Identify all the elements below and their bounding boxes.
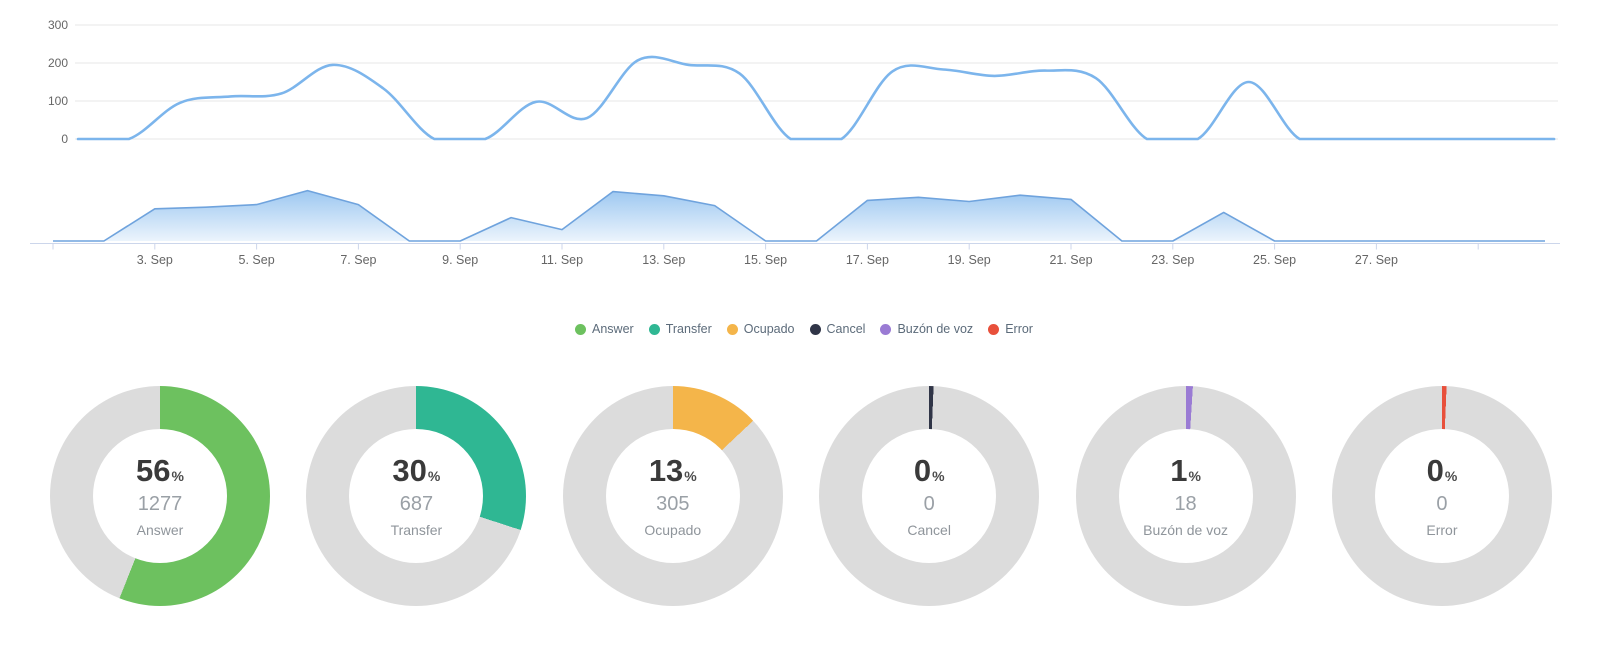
error-count: 0 [1436, 493, 1448, 515]
svg-text:300: 300 [48, 18, 68, 32]
cancel-count: 0 [923, 493, 935, 515]
svg-text:5. Sep: 5. Sep [239, 253, 275, 267]
svg-text:17. Sep: 17. Sep [846, 253, 889, 267]
donut-center-transfer: 30% 687 Transfer [349, 429, 484, 563]
percent-sign: % [684, 468, 697, 484]
buzon-de-voz-count: 18 [1174, 493, 1197, 515]
transfer-label: Transfer [390, 522, 443, 538]
donut-cancel: 0% 0 Cancel [819, 386, 1040, 606]
donut-transfer: 30% 687 Transfer [306, 386, 527, 606]
percent-sign: % [1444, 468, 1458, 484]
svg-text:7. Sep: 7. Sep [340, 253, 376, 267]
x-axis-ticks [52, 243, 1479, 250]
chart-legend: Answer Transfer Ocupado Cancel Buzón de … [0, 322, 1608, 336]
cancel-label: Cancel [907, 522, 951, 538]
gridlines [75, 24, 1558, 140]
donut-charts-row: 56% 1277 Answer 30% 687 Transfer 13% 305 [50, 386, 1552, 606]
svg-text:11. Sep: 11. Sep [541, 253, 583, 267]
donut-ring-answer[interactable]: 56% 1277 Answer [50, 386, 270, 606]
ocupado-legend-dot-icon [726, 323, 738, 335]
y-axis-labels: 0 100 200 300 [48, 18, 68, 146]
donut-center-ocupado: 13% 305 Ocupado [605, 429, 740, 563]
answer-percent: 56% [136, 453, 184, 488]
legend-item-buzon-de-voz[interactable]: Buzón de voz [880, 322, 973, 336]
answer-legend-dot-icon [575, 323, 587, 335]
donut-ring-cancel[interactable]: 0% 0 Cancel [819, 386, 1040, 606]
legend-item-ocupado[interactable]: Ocupado [726, 322, 795, 336]
svg-text:0: 0 [61, 132, 68, 146]
donut-error: 0% 0 Error [1331, 386, 1552, 606]
donut-ocupado: 13% 305 Ocupado [562, 386, 783, 606]
answer-label: Answer [136, 522, 184, 538]
cancel-legend-dot-icon [809, 323, 821, 335]
svg-text:9. Sep: 9. Sep [442, 253, 478, 267]
donut-ring-error[interactable]: 0% 0 Error [1331, 386, 1552, 606]
legend-label-cancel: Cancel [826, 322, 866, 336]
svg-text:19. Sep: 19. Sep [948, 253, 991, 267]
transfer-legend-dot-icon [648, 323, 660, 335]
svg-text:13. Sep: 13. Sep [642, 253, 685, 267]
ocupado-count: 305 [656, 493, 690, 515]
cancel-percent: 0% [913, 453, 945, 488]
svg-text:15. Sep: 15. Sep [744, 253, 787, 267]
donut-center-answer: 56% 1277 Answer [93, 429, 227, 563]
svg-text:21. Sep: 21. Sep [1049, 253, 1092, 267]
error-legend-dot-icon [988, 323, 1000, 335]
donut-center-error: 0% 0 Error [1374, 429, 1509, 563]
donut-answer: 56% 1277 Answer [50, 386, 270, 606]
time-series-chart: 0 100 200 300 3. Sep 5. Sep 7. Sep 9. Sep 11. S… [30, 18, 1560, 267]
donut-ring-ocupado[interactable]: 13% 305 Ocupado [562, 386, 783, 606]
percent-sign: % [427, 468, 441, 484]
donut-center-cancel: 0% 0 Cancel [862, 429, 997, 563]
legend-label-answer: Answer [592, 322, 634, 336]
buzon-de-voz-label: Buzón de voz [1143, 522, 1228, 538]
calls-line-series[interactable] [76, 55, 1556, 141]
buzon-de-voz-percent: 1% [1170, 453, 1201, 488]
legend-item-answer[interactable]: Answer [575, 322, 634, 336]
donut-center-buzon-de-voz: 1% 18 Buzón de voz [1118, 429, 1253, 563]
percent-sign: % [932, 468, 945, 484]
legend-label-error: Error [1005, 322, 1033, 336]
navigator-area-line[interactable] [53, 189, 1545, 242]
legend-label-ocupado: Ocupado [743, 322, 795, 336]
transfer-percent: 30% [392, 453, 441, 488]
percent-sign: % [171, 468, 184, 484]
donut-buzon-de-voz: 1% 18 Buzón de voz [1075, 386, 1296, 606]
navigator-area-fill[interactable] [53, 190, 1545, 241]
svg-text:200: 200 [48, 56, 68, 70]
svg-text:25. Sep: 25. Sep [1253, 253, 1296, 267]
svg-text:100: 100 [48, 94, 68, 108]
svg-text:23. Sep: 23. Sep [1151, 253, 1194, 267]
legend-label-buzon-de-voz: Buzón de voz [897, 322, 974, 336]
percent-sign: % [1188, 468, 1201, 484]
legend-label-transfer: Transfer [665, 322, 712, 336]
svg-text:27. Sep: 27. Sep [1355, 253, 1398, 267]
error-label: Error [1426, 522, 1458, 538]
ocupado-percent: 13% [648, 453, 697, 488]
x-axis-labels: 3. Sep 5. Sep 7. Sep 9. Sep 11. Sep 13. Sep 15… [137, 253, 1398, 267]
legend-item-error[interactable]: Error [988, 322, 1033, 336]
buzon-de-voz-legend-dot-icon [880, 323, 892, 335]
legend-item-transfer[interactable]: Transfer [648, 322, 712, 336]
donut-ring-buzon-de-voz[interactable]: 1% 18 Buzón de voz [1075, 386, 1296, 606]
svg-text:3. Sep: 3. Sep [137, 253, 173, 267]
error-percent: 0% [1426, 453, 1458, 488]
legend-item-cancel[interactable]: Cancel [809, 322, 866, 336]
answer-count: 1277 [137, 493, 183, 515]
transfer-count: 687 [399, 493, 434, 515]
ocupado-label: Ocupado [644, 522, 702, 538]
donut-ring-transfer[interactable]: 30% 687 Transfer [306, 386, 527, 606]
